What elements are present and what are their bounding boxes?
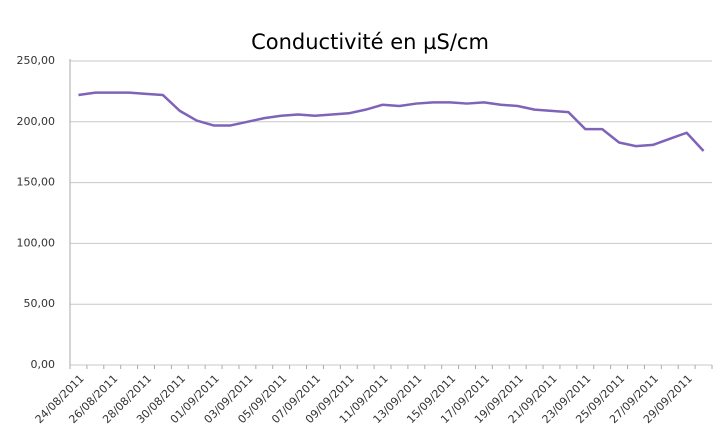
y-tick-label: 0,00 bbox=[31, 358, 56, 371]
y-tick-label: 250,00 bbox=[17, 54, 56, 67]
y-tick-label: 100,00 bbox=[17, 236, 56, 249]
data-line bbox=[78, 91, 705, 152]
y-tick-label: 150,00 bbox=[17, 176, 56, 189]
y-tick-label: 50,00 bbox=[24, 297, 56, 310]
y-tick-label: 200,00 bbox=[17, 115, 56, 128]
chart-title: Conductivité en µS/cm bbox=[251, 30, 489, 54]
